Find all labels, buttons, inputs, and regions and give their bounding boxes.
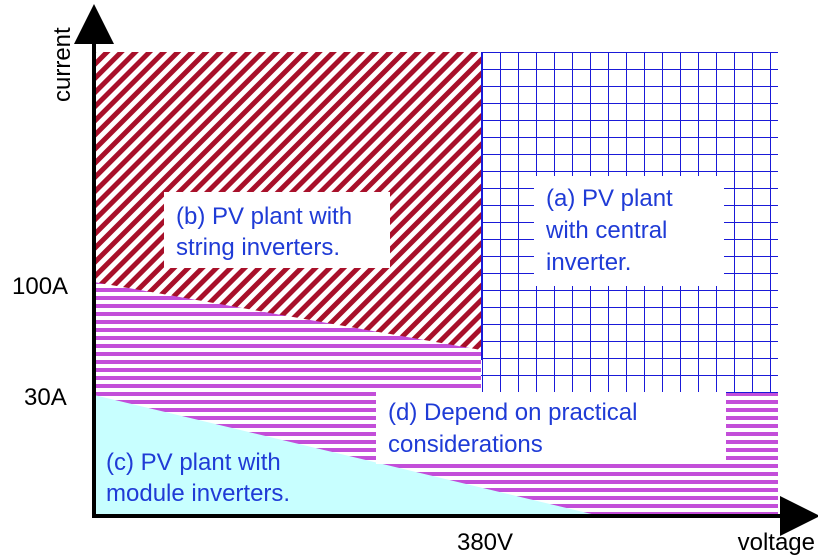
region-d-label-box (376, 392, 726, 464)
region-c-label-line1: (c) PV plant with (106, 449, 281, 476)
region-c-label-line2: module inverters. (106, 480, 290, 507)
region-b-label-line2: string inverters. (176, 234, 340, 261)
region-a-label-line3: inverter. (546, 249, 631, 276)
region-d-label-line1: (d) Depend on practical (388, 399, 637, 426)
region-b-label-line1: (b) PV plant with (176, 203, 352, 230)
region-a-label-line2: with central (545, 217, 667, 244)
x-axis-label: voltage (738, 529, 815, 556)
x-tick-380v: 380V (457, 529, 513, 556)
region-c-module-inverters (94, 395, 600, 516)
y-axis-label: current (49, 27, 76, 102)
y-tick-30a: 30A (24, 384, 67, 411)
region-b-label-box (164, 192, 390, 268)
region-a-label-line1: (a) PV plant (546, 185, 673, 212)
y-tick-100a: 100A (12, 273, 68, 300)
region-a-label-box (534, 176, 724, 286)
region-d-label-line2: considerations (388, 431, 543, 458)
